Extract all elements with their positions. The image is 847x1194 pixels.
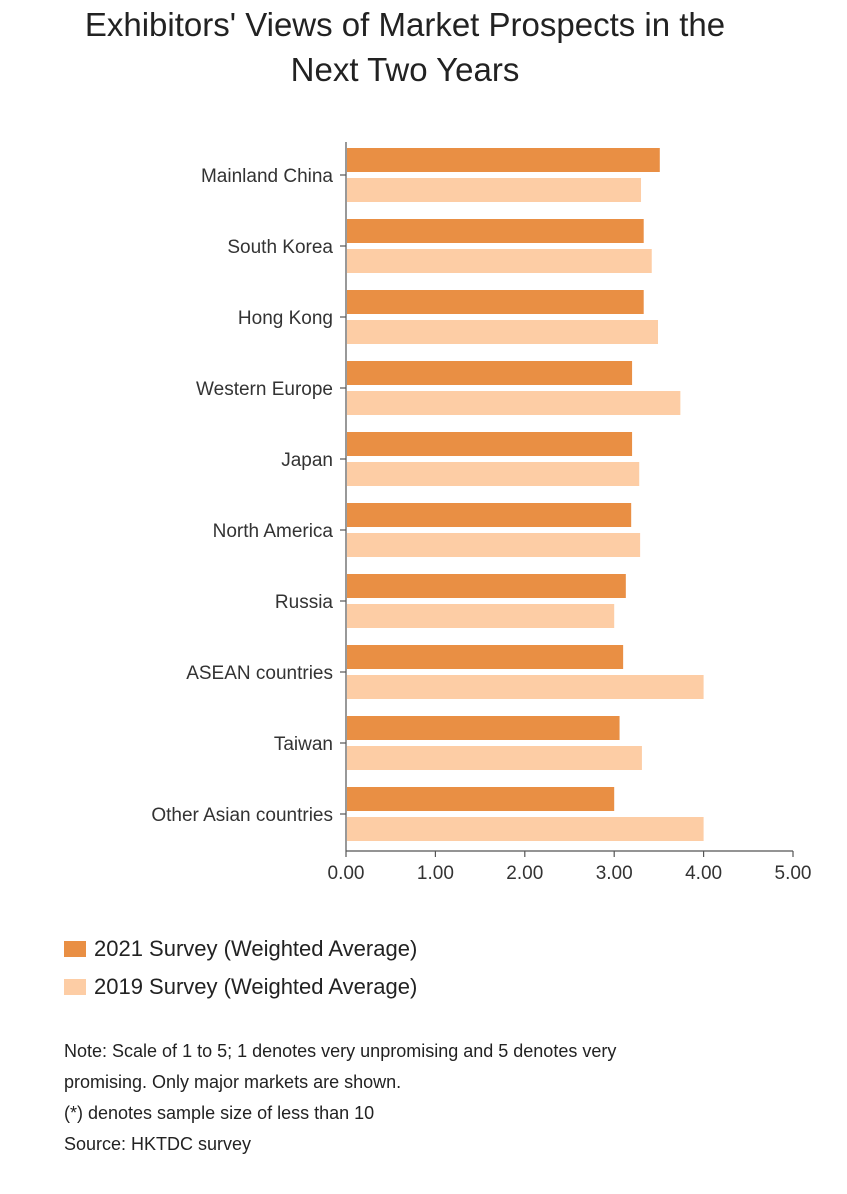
bar-2021	[347, 645, 624, 669]
bar-2021	[347, 148, 660, 172]
legend-item-2021[interactable]: 2021 Survey (Weighted Average)	[64, 930, 417, 968]
category-label: Mainland China	[201, 166, 333, 187]
bar-2019	[347, 320, 659, 344]
bar-2019	[347, 675, 704, 699]
note-line-1: Note: Scale of 1 to 5; 1 denotes very un…	[64, 1041, 617, 1061]
x-tick-label: 3.00	[596, 863, 633, 884]
legend-swatch-2021	[64, 941, 86, 957]
bar-2021	[347, 716, 620, 740]
bar-2019	[347, 249, 652, 273]
bar-chart: 0.00 1.00 2.00 3.00 4.00 5.00 Mainland China So…	[151, 142, 812, 884]
bar-2019	[347, 533, 641, 557]
x-tick-label: 0.00	[328, 863, 365, 884]
bar-2021	[347, 574, 626, 598]
category-label: South Korea	[227, 237, 333, 258]
legend-swatch-2019	[64, 979, 86, 995]
category-label: North America	[213, 521, 334, 542]
bar-2021	[347, 503, 632, 527]
chart-title: Exhibitors' Views of Market Prospects in…	[0, 2, 810, 92]
bar-2019	[347, 391, 681, 415]
chart-legend: 2021 Survey (Weighted Average) 2019 Surv…	[64, 930, 417, 1006]
chart-title-line-1: Exhibitors' Views of Market Prospects in…	[84, 6, 726, 43]
legend-item-2019[interactable]: 2019 Survey (Weighted Average)	[64, 968, 417, 1006]
x-tick-label: 5.00	[775, 863, 812, 884]
bar-2019	[347, 817, 704, 841]
legend-label-2019: 2019 Survey (Weighted Average)	[94, 974, 418, 999]
bar-2021	[347, 432, 633, 456]
bar-2021	[347, 290, 644, 314]
bar-2021	[347, 787, 615, 811]
chart-notes: Note: Scale of 1 to 5; 1 denotes very un…	[64, 1036, 784, 1160]
bar-2019	[347, 746, 642, 770]
x-tick-label: 2.00	[506, 863, 543, 884]
category-label: Taiwan	[274, 734, 333, 755]
category-label: Russia	[275, 592, 334, 613]
note-line-2: promising. Only major markets are shown.	[64, 1072, 402, 1092]
bar-2021	[347, 219, 644, 243]
x-tick-label: 4.00	[685, 863, 722, 884]
source-line: Source: HKTDC survey	[64, 1134, 252, 1154]
legend-label-2021: 2021 Survey (Weighted Average)	[94, 936, 418, 961]
category-label: Japan	[281, 450, 333, 471]
x-tick-label: 1.00	[417, 863, 454, 884]
note-line-3: (*) denotes sample size of less than 10	[64, 1103, 375, 1123]
bar-2019	[347, 604, 615, 628]
chart-title-line-2: Next Two Years	[290, 51, 520, 88]
bar-2019	[347, 462, 640, 486]
category-label: Hong Kong	[238, 308, 333, 329]
bar-2021	[347, 361, 633, 385]
category-label: Western Europe	[196, 379, 333, 400]
category-label: Other Asian countries	[151, 805, 333, 826]
bar-2019	[347, 178, 642, 202]
category-label: ASEAN countries	[186, 663, 333, 684]
